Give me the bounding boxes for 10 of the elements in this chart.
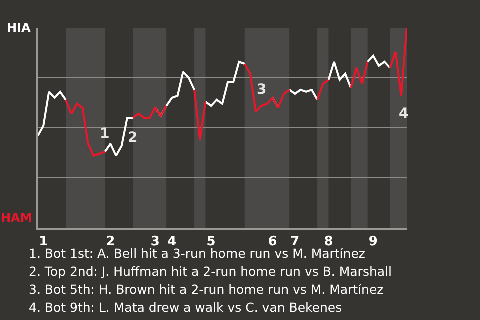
x-tick-label: 9 <box>368 234 378 250</box>
text: 4. Bot 9th: L. Mata drew a walk vs C. van Bekenes <box>29 300 342 315</box>
annotation: 1 <box>100 126 110 142</box>
annotation: 4 <box>399 106 409 122</box>
text: HIA <box>7 21 32 35</box>
annotation: 3 <box>257 82 267 98</box>
text: HAM <box>1 211 32 225</box>
annotation: 2 <box>128 130 138 146</box>
text: 3. Bot 5th: H. Brown hit a 2-run home run vs M. Martínez <box>29 282 384 297</box>
text: 2. Top 2nd: J. Huffman hit a 2-run home run vs B. Marshall <box>29 264 392 279</box>
